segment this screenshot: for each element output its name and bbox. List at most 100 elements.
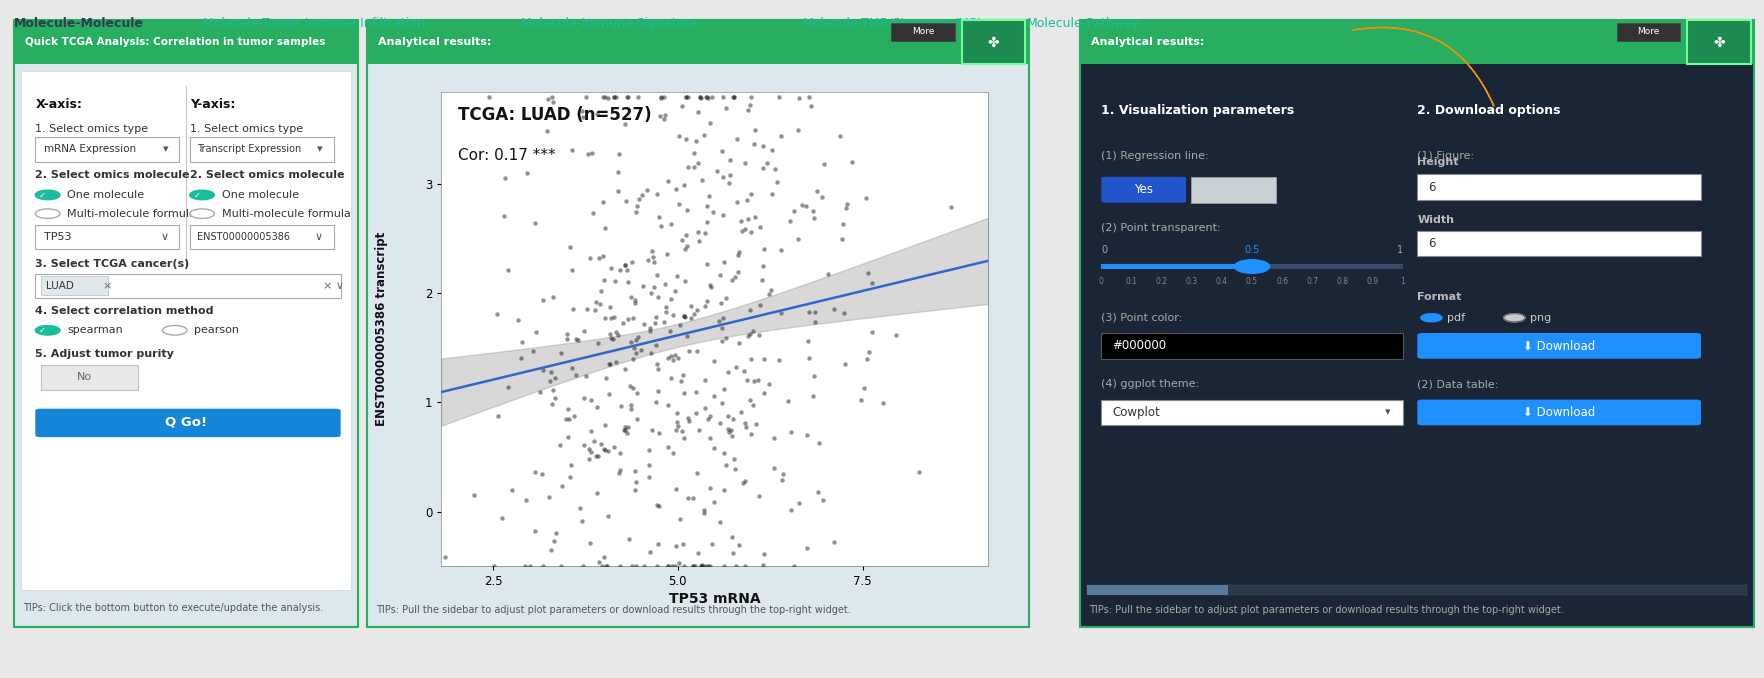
FancyBboxPatch shape (1080, 20, 1753, 627)
FancyBboxPatch shape (1101, 177, 1185, 203)
Text: spearman: spearman (67, 325, 123, 336)
FancyBboxPatch shape (441, 92, 988, 566)
Text: Molecule-Immune Signature: Molecule-Immune Signature (520, 16, 697, 30)
Text: One molecule: One molecule (222, 190, 298, 200)
Text: 0.6: 0.6 (1275, 277, 1288, 286)
Text: LUAD: LUAD (46, 281, 74, 291)
Text: (2) Point transparent:: (2) Point transparent: (1101, 223, 1221, 233)
Circle shape (35, 325, 60, 335)
FancyBboxPatch shape (1101, 333, 1402, 359)
Text: More: More (912, 27, 933, 37)
Text: TIPs: Pull the sidebar to adjust plot parameters or download results through the: TIPs: Pull the sidebar to adjust plot pa… (376, 605, 850, 615)
Text: TP53: TP53 (44, 232, 72, 242)
Text: 0.1: 0.1 (1125, 277, 1136, 286)
Circle shape (162, 325, 187, 335)
Text: ▾: ▾ (1385, 407, 1390, 418)
Circle shape (1420, 314, 1441, 322)
Text: 0.2: 0.2 (1155, 277, 1168, 286)
Text: Cowplot: Cowplot (1111, 406, 1159, 419)
Text: Multi-molecule formula: Multi-molecule formula (222, 209, 351, 218)
Text: More: More (1637, 27, 1658, 37)
Text: 0.5: 0.5 (1244, 245, 1259, 254)
Text: 1: 1 (1399, 277, 1404, 286)
Text: Analytical results:: Analytical results: (1090, 37, 1203, 47)
Text: 6: 6 (1427, 181, 1434, 194)
Text: Molecule-Pathway: Molecule-Pathway (1027, 16, 1140, 30)
FancyBboxPatch shape (0, 0, 1764, 47)
Text: Width: Width (1416, 216, 1454, 226)
FancyBboxPatch shape (14, 20, 358, 627)
FancyBboxPatch shape (1416, 174, 1700, 200)
Circle shape (35, 191, 60, 200)
Text: Format: Format (1416, 292, 1461, 302)
FancyBboxPatch shape (41, 365, 138, 391)
Text: ✓: ✓ (194, 191, 199, 199)
FancyBboxPatch shape (367, 20, 1028, 627)
Text: Y-axis:: Y-axis: (191, 98, 235, 111)
Text: 0: 0 (1101, 245, 1106, 254)
Text: Molecule-Molecule: Molecule-Molecule (14, 16, 145, 30)
Text: (1) Figure:: (1) Figure: (1416, 151, 1473, 161)
Text: ✤: ✤ (1713, 35, 1723, 49)
Text: 2. Select omics molecule: 2. Select omics molecule (191, 170, 344, 180)
FancyBboxPatch shape (1686, 20, 1750, 64)
Text: (4) ggplot theme:: (4) ggplot theme: (1101, 379, 1200, 389)
Text: 0.5: 0.5 (1245, 277, 1258, 286)
Text: ✓: ✓ (39, 191, 46, 199)
Text: mRNA Expression: mRNA Expression (44, 144, 136, 155)
Text: pearson: pearson (194, 325, 238, 336)
FancyBboxPatch shape (191, 224, 333, 249)
FancyBboxPatch shape (1191, 177, 1275, 203)
FancyBboxPatch shape (1101, 264, 1402, 269)
Text: 0.3: 0.3 (1185, 277, 1198, 286)
Text: 0.7: 0.7 (1305, 277, 1318, 286)
FancyBboxPatch shape (367, 20, 1028, 64)
Text: Q Go!: Q Go! (166, 416, 206, 428)
Circle shape (1503, 314, 1524, 322)
Text: ✤: ✤ (988, 35, 998, 49)
Text: Multi-molecule formula: Multi-molecule formula (67, 209, 196, 218)
Text: png: png (1529, 313, 1551, 323)
FancyBboxPatch shape (891, 23, 954, 41)
FancyArrowPatch shape (1353, 27, 1492, 106)
FancyBboxPatch shape (1087, 585, 1228, 595)
Text: 2. Download options: 2. Download options (1416, 104, 1559, 117)
FancyBboxPatch shape (1416, 333, 1700, 359)
FancyBboxPatch shape (1616, 23, 1679, 41)
Text: ∨: ∨ (161, 232, 169, 242)
FancyBboxPatch shape (1101, 399, 1402, 425)
FancyBboxPatch shape (1416, 231, 1700, 256)
Text: (2) Data table:: (2) Data table: (1416, 379, 1498, 389)
Text: × ∨: × ∨ (323, 281, 344, 291)
Text: 1. Select omics type: 1. Select omics type (191, 124, 303, 134)
Text: ENST00000005386: ENST00000005386 (198, 232, 289, 242)
Text: 1. Visualization parameters: 1. Visualization parameters (1101, 104, 1293, 117)
FancyBboxPatch shape (1416, 399, 1700, 425)
Text: Quick TCGA Analysis: Correlation in tumor samples: Quick TCGA Analysis: Correlation in tumo… (25, 37, 325, 47)
FancyBboxPatch shape (35, 137, 180, 161)
Text: 0: 0 (1099, 277, 1102, 286)
FancyBboxPatch shape (35, 409, 340, 437)
Text: Transcript Expression: Transcript Expression (198, 144, 302, 155)
Text: ×: × (102, 281, 111, 291)
Text: ✓: ✓ (39, 326, 46, 335)
Text: ▾: ▾ (318, 144, 323, 155)
Text: Molecule-TMB/Stemness/MSI: Molecule-TMB/Stemness/MSI (803, 16, 981, 30)
Text: Molecule-Tumor Immune Infiltration: Molecule-Tumor Immune Infiltration (203, 16, 425, 30)
FancyBboxPatch shape (35, 274, 340, 298)
Text: ⬇ Download: ⬇ Download (1522, 340, 1595, 353)
Text: 6: 6 (1427, 237, 1434, 250)
FancyBboxPatch shape (1101, 264, 1251, 269)
Text: Analytical results:: Analytical results: (377, 37, 490, 47)
Text: 3. Select TCGA cancer(s): 3. Select TCGA cancer(s) (35, 259, 189, 269)
Text: 0.9: 0.9 (1365, 277, 1378, 286)
Text: 0.4: 0.4 (1215, 277, 1228, 286)
Text: 4. Select correlation method: 4. Select correlation method (35, 306, 213, 316)
FancyBboxPatch shape (1087, 585, 1746, 595)
Circle shape (191, 209, 215, 218)
Text: 2. Select omics molecule: 2. Select omics molecule (35, 170, 191, 180)
Text: X-axis:: X-axis: (35, 98, 83, 111)
Text: Yes: Yes (1134, 183, 1152, 196)
Text: (3) Point color:: (3) Point color: (1101, 313, 1182, 323)
Text: ▾: ▾ (162, 144, 169, 155)
